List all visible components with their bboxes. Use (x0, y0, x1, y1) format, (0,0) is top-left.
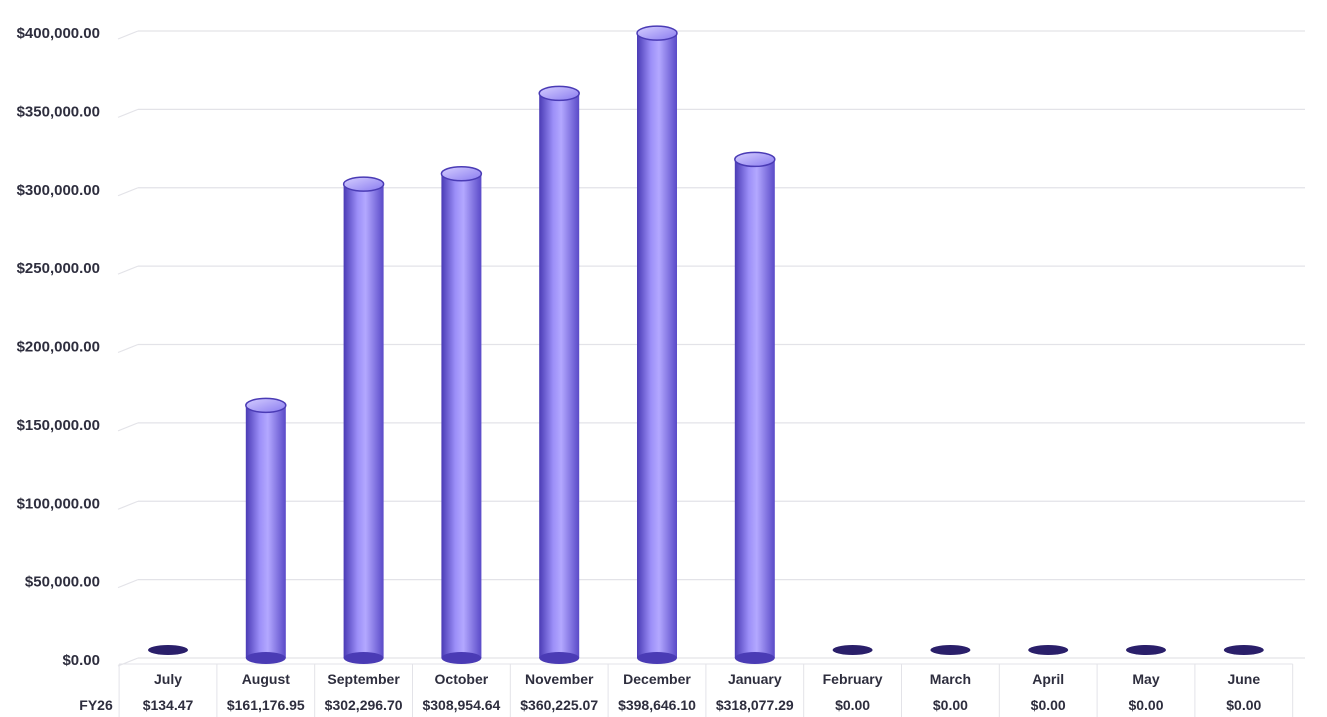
x-value-label: $134.47 (143, 697, 194, 713)
bar-cap (538, 85, 580, 102)
bar-december (636, 25, 678, 664)
x-value-label: $0.00 (1226, 697, 1261, 713)
bar-base (441, 652, 482, 664)
x-value-label: $0.00 (933, 697, 968, 713)
x-category-label: June (1227, 671, 1260, 687)
bar-body (343, 184, 384, 659)
x-category-label: April (1032, 671, 1064, 687)
x-value-label: $161,176.95 (227, 697, 305, 713)
bar-base (343, 652, 384, 664)
gridline-depth (117, 657, 139, 667)
bar-may (1126, 645, 1166, 655)
bar-body (637, 33, 677, 658)
x-value-label: $0.00 (1128, 697, 1163, 713)
gridline-depth (117, 265, 139, 275)
x-category-label: December (623, 671, 691, 687)
bar-body (245, 405, 286, 658)
bar-november (538, 85, 580, 664)
x-value-label: $0.00 (1031, 697, 1066, 713)
bar-march (930, 645, 971, 655)
bars (148, 25, 1264, 664)
x-value-label: $0.00 (835, 697, 870, 713)
bar-september (342, 176, 385, 664)
bar-flat (832, 645, 873, 655)
y-tick-label: $300,000.00 (17, 182, 100, 199)
y-tick-label: $50,000.00 (25, 574, 100, 591)
x-value-label: $302,296.70 (325, 697, 403, 713)
bar-flat (1126, 645, 1166, 655)
gridline-depth (117, 579, 139, 589)
y-tick-label: $250,000.00 (17, 260, 100, 277)
x-category-label: March (930, 671, 971, 687)
bar-february (832, 645, 873, 655)
x-category-label: September (327, 671, 400, 687)
y-tick-label: $200,000.00 (17, 339, 100, 356)
bar-january (734, 151, 776, 664)
x-category-label: July (154, 671, 182, 687)
bar-body (441, 173, 482, 658)
x-axis-labels: FY26 July $134.47 August $161,176.95 Septemb… (79, 671, 1261, 713)
x-category-label: February (823, 671, 883, 687)
bar-cap (245, 397, 287, 414)
gridline-depth (117, 422, 139, 432)
bar-april (1028, 645, 1069, 655)
x-category-label: August (242, 671, 291, 687)
x-category-label: October (435, 671, 489, 687)
bar-cap (440, 165, 483, 182)
x-value-label: $360,225.07 (520, 697, 598, 713)
bar-august (245, 397, 287, 664)
y-tick-label: $100,000.00 (17, 495, 100, 512)
x-value-label: $318,077.29 (716, 697, 794, 713)
bar-base (734, 652, 775, 664)
bar-flat (1223, 645, 1264, 655)
bar-july (148, 645, 188, 655)
bar-base (539, 652, 580, 664)
y-tick-label: $150,000.00 (17, 417, 100, 434)
x-category-label: May (1132, 671, 1159, 687)
y-tick-label: $350,000.00 (17, 103, 100, 120)
x-value-label: $308,954.64 (422, 697, 500, 713)
bar-flat (1028, 645, 1069, 655)
bar-body (539, 93, 580, 658)
y-tick-label: $400,000.00 (17, 25, 100, 42)
gridline-depth (117, 500, 139, 510)
bar-june (1223, 645, 1264, 655)
bar-cap (734, 151, 776, 168)
gridlines (117, 30, 1305, 717)
bar-body (734, 159, 775, 658)
gridline-depth (117, 343, 139, 354)
bar-flat (930, 645, 971, 655)
gridline-depth (117, 108, 139, 118)
x-category-label: November (525, 671, 594, 687)
bar-cap (342, 176, 385, 192)
bar-base (245, 652, 286, 664)
row-header-label: FY26 (79, 697, 113, 713)
y-axis-ticks: $0.00 $50,000.00 $100,000.00 $150,000.00 $20… (17, 25, 100, 669)
bar-october (440, 165, 483, 664)
gridline-depth (117, 187, 139, 197)
y-tick-label: $0.00 (62, 652, 100, 669)
gridline-depth (117, 30, 139, 40)
bar-base (637, 652, 677, 664)
bar-flat (148, 645, 188, 655)
bar-cap (636, 25, 678, 41)
x-value-label: $398,646.10 (618, 697, 696, 713)
x-category-label: January (728, 671, 782, 687)
